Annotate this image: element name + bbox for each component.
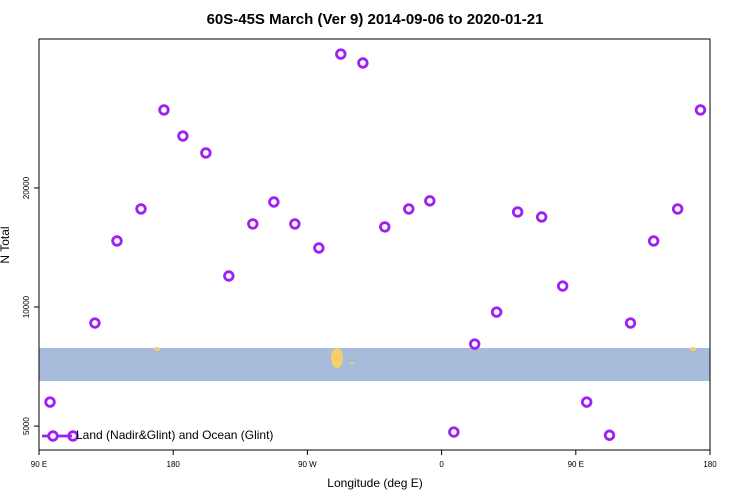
point [379, 221, 391, 233]
point [448, 426, 460, 438]
point [357, 57, 369, 69]
point [158, 104, 170, 116]
y-axis-label: N Total [0, 226, 12, 263]
legend-marker [47, 430, 59, 442]
point [580, 396, 593, 408]
plot-frame [38, 38, 711, 451]
x-tick-label: 180 [703, 460, 717, 469]
x-axis-label: Longitude (deg E) [327, 476, 422, 490]
point [135, 203, 147, 215]
y-tick-label: 5000 [22, 417, 31, 435]
point [556, 280, 569, 292]
point [511, 206, 524, 218]
point [535, 211, 548, 223]
point [223, 270, 235, 282]
x-tick-label: 90 E [31, 460, 47, 469]
point [268, 196, 280, 208]
y-tick-label: 10000 [22, 295, 31, 318]
x-tick-label: 0 [439, 460, 444, 469]
point [335, 48, 347, 60]
point [603, 429, 616, 441]
point [490, 306, 503, 318]
chart-title: 60S-45S March (Ver 9) 2014-09-06 to 2020… [207, 11, 544, 28]
point [177, 130, 189, 142]
point [469, 338, 481, 350]
point [424, 195, 436, 207]
point [111, 235, 123, 247]
point [694, 104, 707, 116]
point [647, 235, 660, 247]
point [289, 218, 301, 230]
y-tick-label: 20000 [22, 176, 31, 199]
land-patch [350, 362, 354, 364]
land-patch [154, 347, 160, 351]
point [671, 203, 684, 215]
point [89, 317, 101, 329]
map-band [39, 347, 710, 381]
land-patch [690, 347, 696, 351]
x-tick-label: 90 W [298, 460, 317, 469]
x-tick-label: 90 E [568, 460, 584, 469]
legend-label: Land (Nadir&Glint) and Ocean (Glint) [76, 428, 273, 442]
point [44, 396, 56, 408]
point [624, 317, 637, 329]
point [247, 218, 259, 230]
ocean-band [39, 348, 710, 381]
point [200, 147, 212, 159]
point [313, 242, 325, 254]
x-tick-label: 180 [167, 460, 181, 469]
point [403, 203, 415, 215]
land-patch [331, 348, 343, 368]
